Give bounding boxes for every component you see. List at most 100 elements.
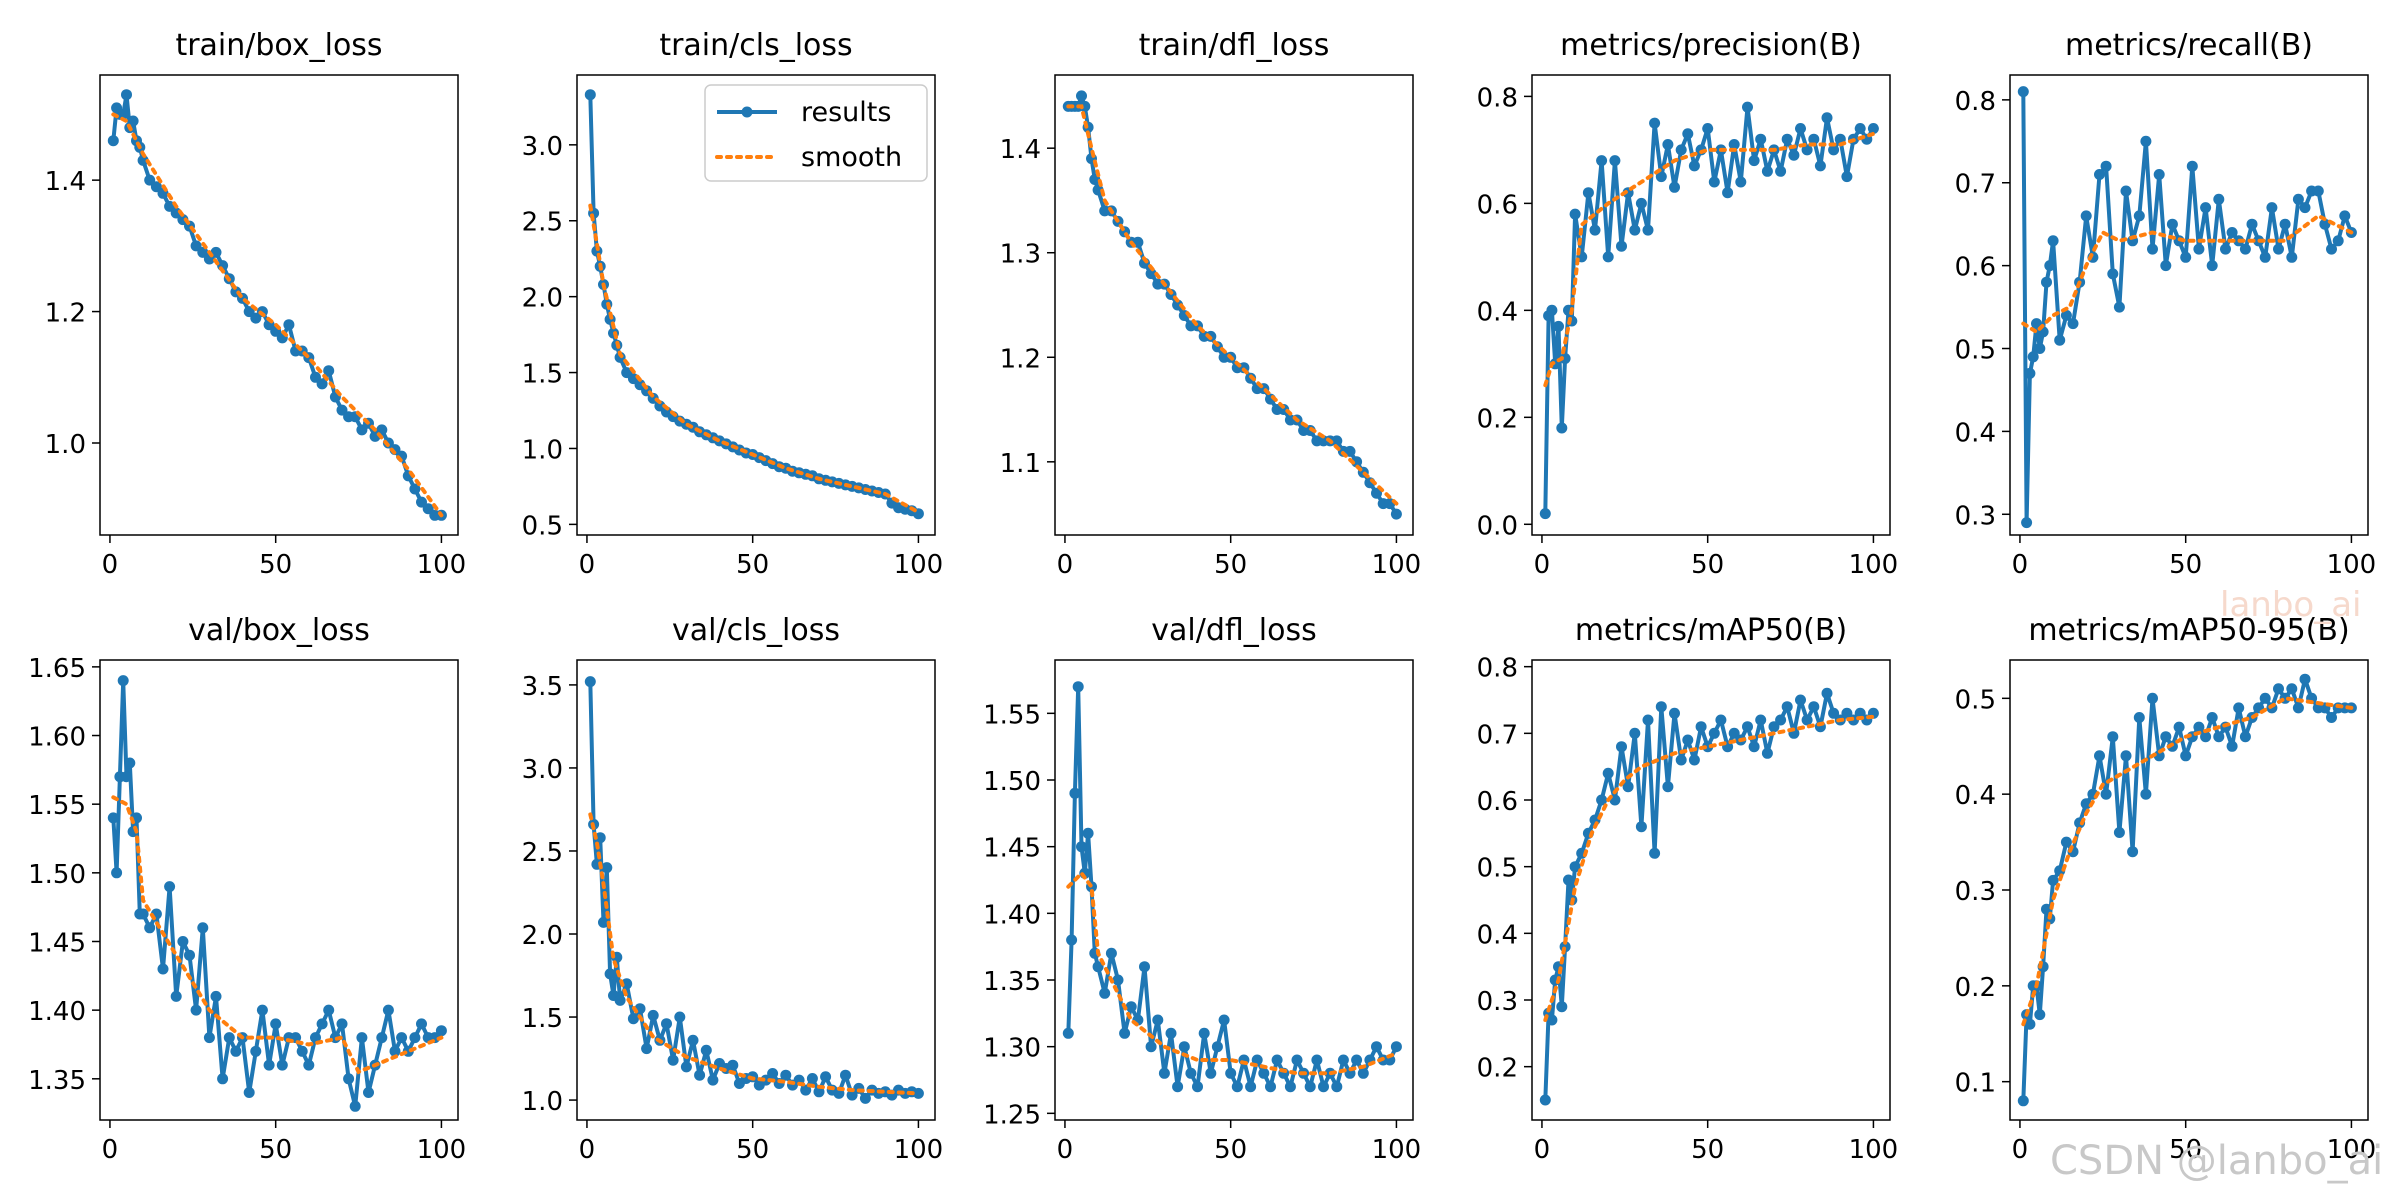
x-tick-label: 0 — [1534, 550, 1551, 580]
results-point — [1781, 133, 1793, 145]
results-point — [2326, 243, 2337, 255]
results-point — [2233, 702, 2245, 714]
results-point — [2273, 683, 2284, 695]
results-point — [1231, 1081, 1243, 1093]
results-point — [2299, 202, 2311, 214]
results-point — [1841, 707, 1853, 719]
results-point — [343, 1073, 355, 1085]
results-point — [107, 812, 119, 824]
results-point — [1082, 827, 1094, 839]
x-tick-label: 50 — [736, 1135, 769, 1165]
data-layer — [1539, 101, 1879, 520]
subplot-title: metrics/recall(B) — [2065, 28, 2313, 63]
results-point — [1066, 934, 1078, 946]
subplot-6: val/box_loss 1.35 1.40 1.45 1.50 1.55 1.60 1.65… — [28, 613, 466, 1165]
data-layer — [1062, 681, 1402, 1093]
results-point — [1808, 701, 1820, 713]
results-point — [435, 1025, 447, 1037]
results-point — [250, 1045, 262, 1057]
results-series-line — [1543, 691, 1875, 1101]
results-point — [1649, 847, 1661, 859]
x-tick-label: 50 — [259, 1135, 292, 1165]
y-tick-label: 0.4 — [1477, 297, 1518, 327]
results-point — [647, 1009, 659, 1021]
results-point — [1158, 1067, 1170, 1079]
results-point — [1092, 961, 1104, 973]
data-layer — [584, 89, 924, 520]
legend-results-marker — [741, 106, 753, 118]
results-point — [124, 757, 136, 769]
data-layer — [2017, 86, 2357, 529]
subplot-7: val/cls_loss 1.0 1.5 2.0 2.5 3.0 3.5 0 50 100 — [522, 613, 944, 1165]
results-point — [1192, 1081, 1203, 1093]
results-point — [1629, 727, 1641, 739]
x-tick-label: 100 — [894, 550, 944, 580]
results-point — [2100, 788, 2112, 800]
results-point — [223, 1032, 235, 1044]
y-tick-label: 2.0 — [522, 284, 563, 314]
results-point — [2060, 836, 2072, 848]
y-tick-label: 2.0 — [522, 921, 563, 951]
results-point — [1125, 1001, 1137, 1013]
results-point — [2292, 193, 2304, 205]
results-point — [687, 1034, 699, 1046]
subplot-3: train/dfl_loss 1.1 1.2 1.3 1.4 0 50 100 — [1000, 28, 1422, 580]
results-point — [2021, 517, 2033, 529]
results-point — [2140, 788, 2152, 800]
x-tick-label: 0 — [2012, 550, 2029, 580]
results-point — [323, 1004, 335, 1016]
results-point — [2017, 1095, 2029, 1107]
results-point — [1546, 1014, 1558, 1026]
results-point — [674, 1011, 686, 1023]
results-point — [1795, 123, 1806, 134]
results-point — [416, 1018, 427, 1030]
y-tick-label: 1.40 — [28, 997, 86, 1027]
y-tick-label: 1.5 — [522, 360, 563, 390]
results-point — [2041, 276, 2052, 288]
results-point — [1748, 155, 1760, 167]
subplot-title: metrics/mAP50(B) — [1575, 613, 1847, 648]
results-point — [409, 483, 421, 495]
results-point — [409, 1032, 421, 1044]
smooth-series-line — [588, 812, 921, 1096]
subplot-1: train/box_loss 1.0 1.2 1.4 0 50 100 — [45, 28, 467, 580]
results-point — [1271, 1054, 1283, 1066]
results-point — [356, 1032, 368, 1044]
results-point — [1582, 187, 1594, 199]
results-point — [2239, 731, 2251, 743]
results-point — [2120, 185, 2132, 197]
y-tick-label: 1.1 — [1000, 449, 1041, 479]
results-point — [1112, 974, 1124, 986]
results-point — [296, 1045, 308, 1057]
results-point — [2339, 210, 2351, 222]
results-point — [316, 378, 328, 390]
results-point — [2153, 750, 2165, 762]
results-series-line — [1066, 684, 1399, 1089]
results-point — [2160, 260, 2172, 272]
results-point — [1371, 487, 1382, 499]
results-point — [1291, 1054, 1303, 1066]
results-point — [601, 862, 613, 874]
results-point — [2133, 712, 2145, 723]
results-point — [1662, 781, 1674, 793]
results-point — [1099, 987, 1111, 999]
results-point — [1139, 961, 1150, 973]
results-point — [806, 1073, 818, 1084]
results-point — [177, 936, 189, 947]
x-tick-label: 50 — [736, 550, 769, 580]
results-point — [1076, 90, 1087, 102]
results-point — [303, 1059, 315, 1071]
smooth-series-line — [588, 203, 921, 515]
results-point — [859, 1092, 871, 1104]
results-point — [2107, 268, 2119, 280]
results-point — [2067, 318, 2079, 330]
plot-frame — [1531, 74, 1891, 536]
results-point — [2094, 750, 2105, 762]
results-point — [2213, 193, 2225, 205]
results-point — [1708, 727, 1720, 739]
y-tick-label: 0.6 — [1955, 253, 1996, 283]
y-tick-label: 1.45 — [983, 834, 1041, 864]
results-point — [1695, 721, 1707, 733]
results-point — [1589, 224, 1601, 236]
results-point — [1569, 208, 1581, 220]
